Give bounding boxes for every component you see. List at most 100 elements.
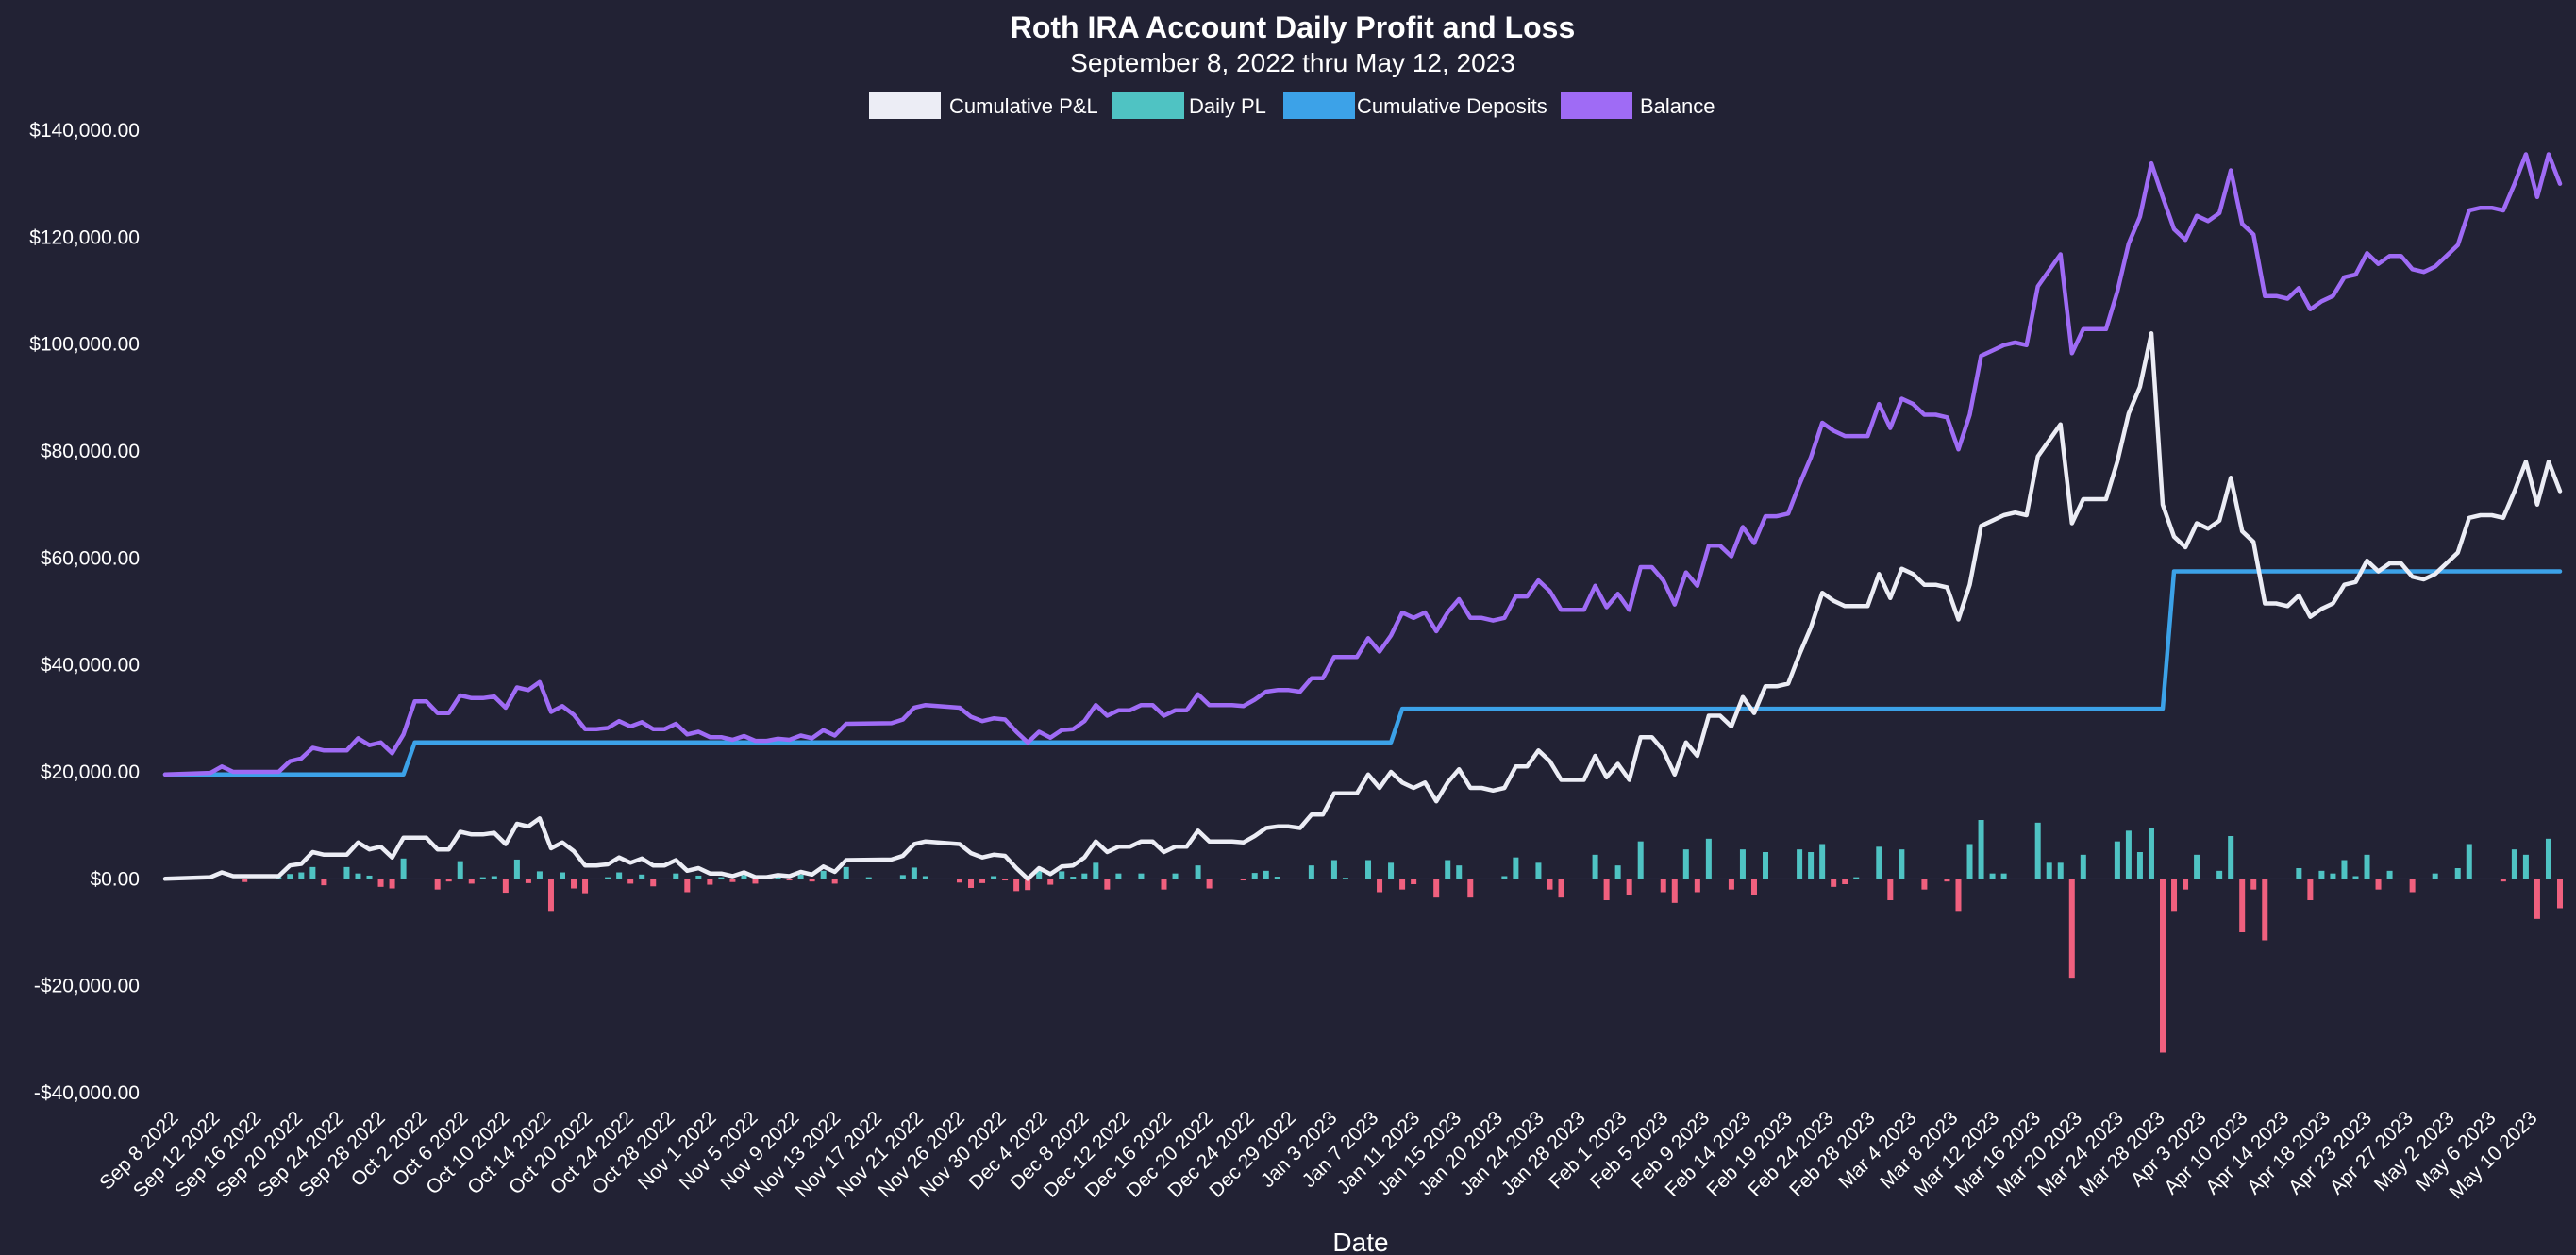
daily-pl-bar: [536, 871, 543, 879]
daily-pl-bar: [571, 878, 577, 889]
daily-pl-bar: [899, 875, 906, 879]
daily-pl-bar: [1944, 878, 1950, 882]
daily-pl-bar: [2375, 878, 2382, 890]
daily-pl-bar: [650, 878, 657, 887]
balance-line: [162, 152, 2563, 778]
legend-swatch: [1112, 92, 1184, 119]
daily-pl-bar: [2136, 852, 2143, 879]
daily-pl-bar: [2364, 854, 2370, 879]
y-tick-label: $140,000.00: [29, 120, 140, 142]
daily-pl-bar: [1592, 854, 1598, 879]
daily-pl-bar: [741, 875, 747, 879]
daily-pl-bar: [831, 878, 838, 884]
daily-pl-bar: [400, 858, 407, 879]
daily-pl-bar: [525, 878, 531, 883]
daily-pl-bar: [2557, 878, 2563, 909]
daily-pl-bar: [445, 878, 452, 882]
daily-pl-bar: [752, 878, 759, 884]
daily-pl-bar: [1206, 878, 1213, 889]
daily-pl-bar: [2409, 878, 2416, 893]
y-tick-label: $20,000.00: [41, 761, 140, 783]
daily-pl-bar: [479, 877, 486, 879]
daily-pl-bar: [1059, 871, 1065, 879]
legend-label: Balance: [1640, 94, 1715, 118]
cumulative-pl-line: [162, 331, 2563, 881]
daily-pl-bar: [1558, 878, 1564, 898]
daily-pl-bar: [1263, 870, 1269, 879]
daily-pl-bar: [616, 872, 623, 879]
daily-pl-bar: [911, 867, 917, 879]
daily-pl-bar: [673, 873, 679, 879]
daily-pl-bar: [605, 877, 611, 879]
daily-pl-bar: [979, 878, 986, 883]
daily-pl-bar: [627, 878, 634, 884]
daily-pl-bar: [468, 878, 475, 884]
daily-pl-bar: [457, 861, 463, 879]
daily-pl-bar: [1388, 862, 1395, 879]
daily-pl-bar: [366, 875, 373, 879]
daily-pl-bar: [1637, 841, 1644, 879]
daily-pl-bar: [2228, 836, 2234, 879]
series-lines: [162, 152, 2563, 881]
daily-pl-bar: [2239, 878, 2246, 932]
daily-pl-bar: [1433, 878, 1440, 898]
daily-pl-bar: [1728, 878, 1734, 890]
daily-pl-bar: [2352, 876, 2359, 879]
legend-swatch: [869, 92, 941, 119]
daily-pl-bar: [1251, 873, 1258, 879]
daily-pl-bar: [298, 872, 305, 879]
daily-pl-bar: [1195, 865, 1201, 879]
daily-pl-bar: [1955, 878, 1962, 912]
daily-pl-bar: [1025, 878, 1031, 891]
legend-swatch: [1561, 92, 1632, 119]
daily-pl-bar: [2250, 878, 2257, 890]
daily-pl-bar: [1115, 873, 1122, 879]
y-tick-label: -$40,000.00: [34, 1082, 140, 1104]
daily-pl-bar: [2034, 822, 2041, 879]
daily-pl-bar: [343, 866, 350, 879]
daily-pl-bar: [2125, 830, 2132, 879]
daily-pl-bar: [2068, 878, 2075, 979]
daily-pl-bar: [991, 876, 997, 879]
daily-pl-bar: [1921, 878, 1928, 890]
daily-pl-bar: [2148, 828, 2154, 879]
daily-pl-bar: [2330, 873, 2336, 879]
daily-pl-bar: [1808, 852, 1815, 879]
daily-pl-bar: [1377, 878, 1383, 893]
daily-pl-bar: [491, 876, 497, 879]
daily-pl-bar: [2511, 849, 2517, 879]
daily-pl-bar: [2296, 868, 2302, 879]
daily-pl-bar: [707, 878, 713, 885]
daily-pl-bar: [2500, 878, 2506, 882]
daily-pl-bar: [809, 878, 815, 882]
legend-label: Daily PL: [1189, 94, 1266, 118]
daily-pl-bar: [2171, 878, 2178, 912]
daily-pl-bar: [684, 878, 691, 893]
daily-pl-bar: [820, 870, 827, 879]
daily-pl-bar: [582, 878, 589, 894]
daily-pl-bar: [1513, 857, 1519, 879]
daily-pl-bar: [1070, 877, 1077, 879]
daily-pl-bar: [1161, 878, 1167, 890]
daily-pl-bar: [2160, 878, 2166, 1053]
daily-pl-bar: [956, 878, 962, 883]
daily-pl-bar: [2534, 878, 2540, 919]
daily-pl-bar: [1172, 873, 1179, 879]
daily-pl-bar: [1501, 876, 1508, 879]
daily-pl-bars: [165, 820, 2563, 1053]
y-tick-label: $0.00: [90, 868, 140, 890]
daily-pl-bar: [1614, 865, 1621, 879]
daily-pl-bar: [1547, 878, 1553, 890]
y-tick-label: $60,000.00: [41, 547, 140, 569]
daily-pl-bar: [1763, 852, 1769, 879]
daily-pl-bar: [843, 866, 849, 879]
daily-pl-bar: [1682, 849, 1689, 879]
daily-pl-bar: [434, 878, 441, 890]
daily-pl-bar: [2466, 844, 2472, 879]
daily-pl-bar: [1797, 849, 1803, 879]
daily-pl-bar: [1047, 878, 1054, 885]
daily-pl-bar: [2080, 854, 2086, 879]
daily-pl-bar: [1887, 878, 1894, 900]
daily-pl-bar: [922, 876, 928, 879]
